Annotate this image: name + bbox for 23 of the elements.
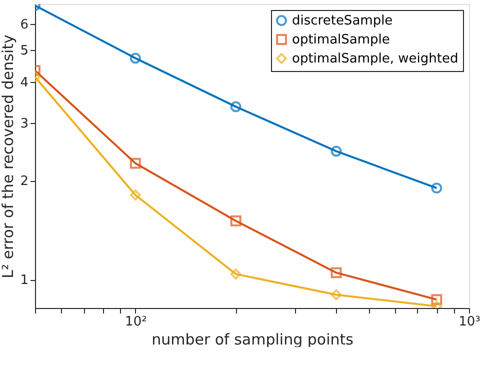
x-tick-label: 10²: [125, 314, 147, 330]
y-tick-label: 6: [20, 17, 28, 32]
point: [230, 101, 242, 112]
y-tick-label: 4: [20, 75, 28, 90]
y-tick-label: 3: [20, 116, 28, 132]
point: [330, 267, 342, 278]
legend-label: optimalSample, weighted: [292, 52, 458, 66]
legend-label: discreteSample: [292, 14, 393, 28]
point: [431, 294, 442, 306]
point: [130, 158, 141, 169]
y-tick-label: 2: [20, 174, 28, 190]
x-tick-label: 10³: [458, 314, 480, 330]
y-axis-title: L² error of the recovered density: [0, 34, 18, 278]
legend-label: optimalSample: [292, 32, 390, 48]
point: [330, 146, 342, 157]
point: [431, 182, 442, 194]
point: [130, 190, 141, 200]
y-tick-label: 1: [20, 273, 28, 288]
y-tick-label: 5: [20, 43, 28, 58]
point: [230, 215, 242, 226]
point: [230, 268, 242, 280]
point: [330, 289, 342, 300]
point: [130, 52, 141, 64]
